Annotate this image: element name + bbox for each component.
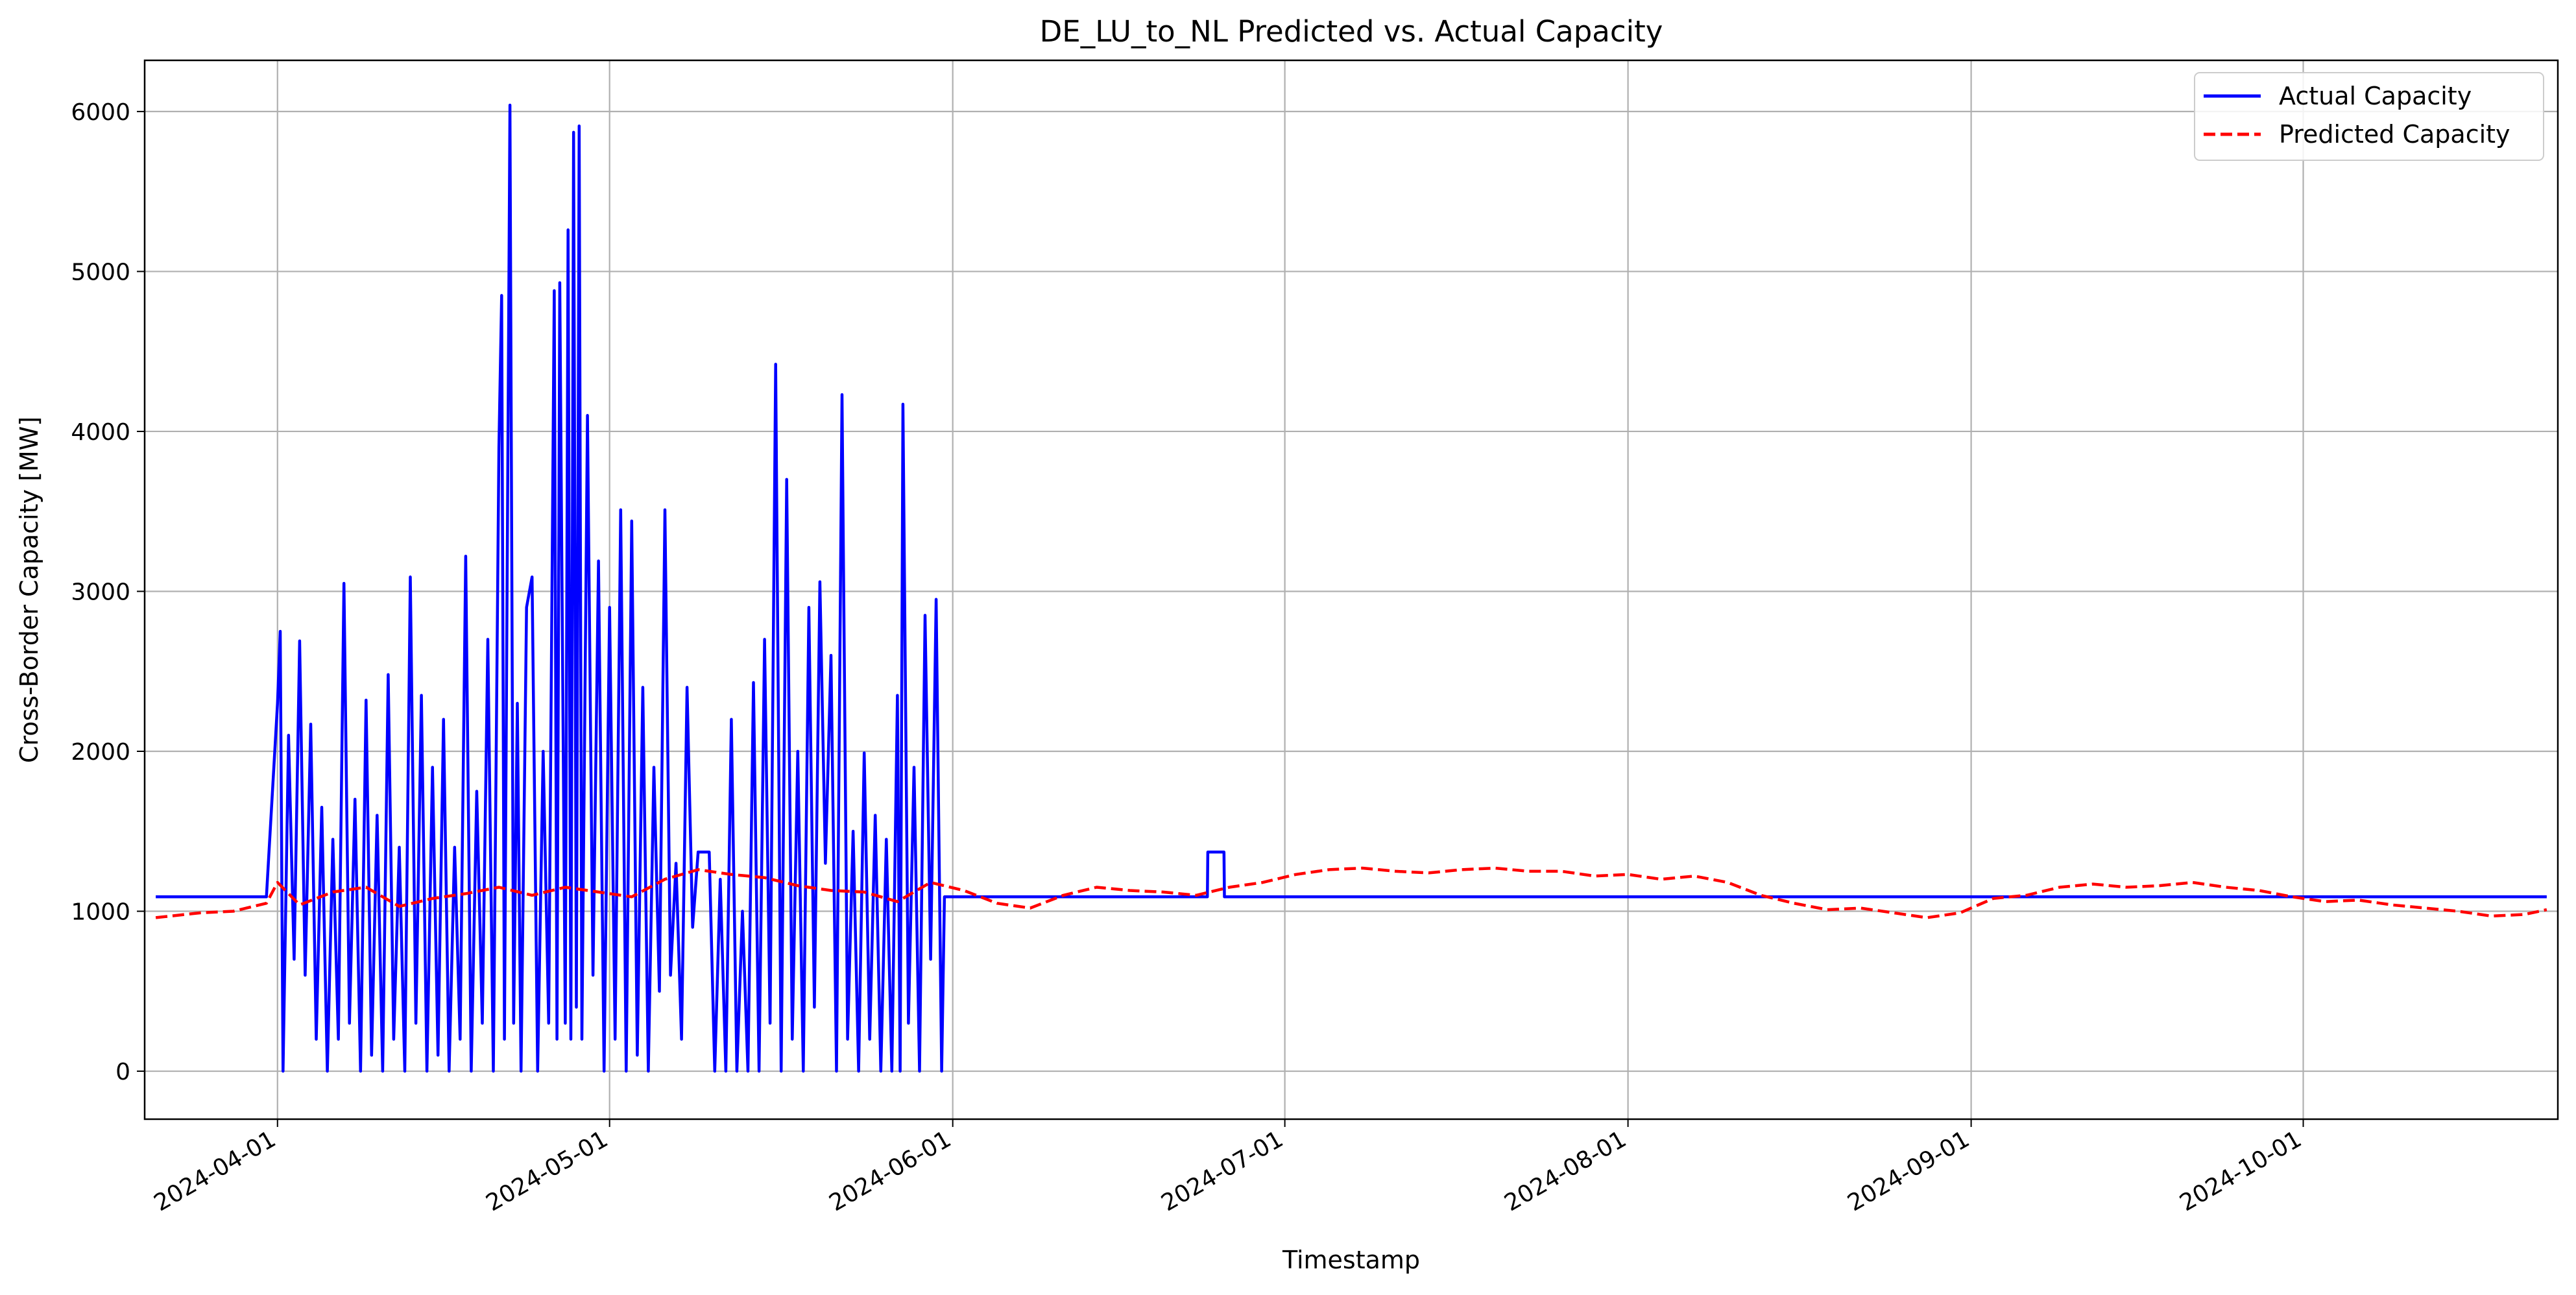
x-tick-label: 2024-07-01 (1157, 1126, 1288, 1216)
chart-title: DE_LU_to_NL Predicted vs. Actual Capacit… (1040, 14, 1663, 49)
legend-box (2194, 72, 2544, 161)
x-tick-label: 2024-10-01 (2175, 1126, 2306, 1216)
x-tick-label: 2024-05-01 (482, 1126, 613, 1216)
y-tick-label: 3000 (71, 579, 130, 605)
grid-lines (145, 60, 2558, 1119)
y-tick-label: 6000 (71, 99, 130, 126)
series-line-actual-capacity (156, 103, 2547, 1073)
legend-label-actual-capacity: Actual Capacity (2279, 82, 2472, 110)
series-layer (155, 103, 2547, 1073)
y-tick-label: 1000 (71, 899, 130, 926)
legend: Actual Capacity Predicted Capacity (2194, 72, 2544, 161)
legend-label-predicted-capacity: Predicted Capacity (2279, 120, 2510, 149)
y-axis-label: Cross-Border Capacity [MW] (15, 417, 43, 763)
y-tick-label: 5000 (71, 259, 130, 285)
x-axis-label: Timestamp (1282, 1246, 1420, 1274)
plot-frame (143, 59, 2559, 1120)
x-axis: 2024-04-01 2024-05-01 2024-06-01 2024-07-01… (150, 1119, 2306, 1216)
x-tick-label: 2024-06-01 (825, 1126, 956, 1216)
y-axis: 0 1000 2000 3000 4000 5000 6000 (71, 99, 145, 1085)
x-tick-label: 2024-09-01 (1843, 1126, 1974, 1216)
y-tick-label: 2000 (71, 739, 130, 766)
y-tick-label: 4000 (71, 419, 130, 446)
series-line-predicted-capacity (155, 866, 2547, 919)
x-tick-label: 2024-08-01 (1500, 1126, 1631, 1216)
y-tick-label: 0 (115, 1059, 130, 1085)
x-tick-label: 2024-04-01 (150, 1126, 281, 1216)
